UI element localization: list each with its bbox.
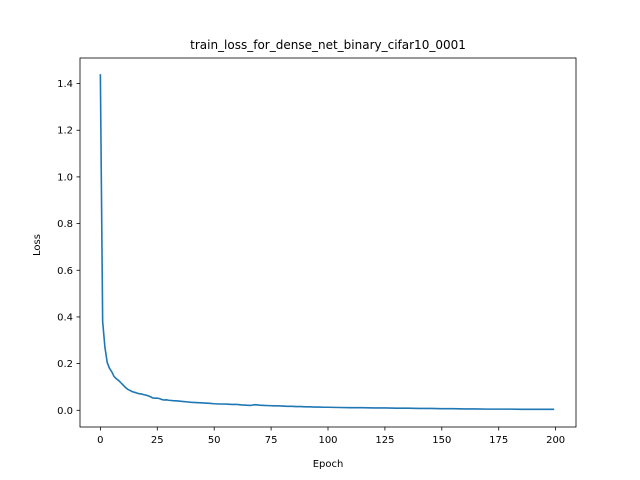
x-axis-label: Epoch <box>313 459 344 470</box>
y-tick-label: 1.4 <box>57 79 73 90</box>
y-tick-label: 1.2 <box>57 126 73 137</box>
y-tick-label: 0.2 <box>57 359 73 370</box>
y-tick-label: 0.4 <box>57 312 73 323</box>
x-tick-label: 200 <box>546 435 565 446</box>
x-tick-label: 0 <box>97 435 103 446</box>
x-tick-label: 50 <box>208 435 221 446</box>
x-tick-label: 125 <box>375 435 394 446</box>
plot-area: 0 25 50 75 100 125 150 175 200 0.0 0.2 0.4 0.6 0.8 1.0… <box>57 57 577 446</box>
x-tick-label: 150 <box>432 435 451 446</box>
x-tick-label: 75 <box>265 435 278 446</box>
y-tick-label: 0.8 <box>57 219 73 230</box>
chart-title: train_loss_for_dense_net_binary_cifar10_… <box>190 38 466 52</box>
x-tick-label: 25 <box>151 435 164 446</box>
y-tick-label: 1.0 <box>57 172 73 183</box>
y-axis-label: Loss <box>32 234 43 256</box>
y-tick-label: 0.0 <box>57 406 73 417</box>
x-tick-label: 100 <box>318 435 337 446</box>
x-tick-label: 175 <box>489 435 508 446</box>
y-tick-label: 0.6 <box>57 266 73 277</box>
series-line-0 <box>99 74 555 411</box>
